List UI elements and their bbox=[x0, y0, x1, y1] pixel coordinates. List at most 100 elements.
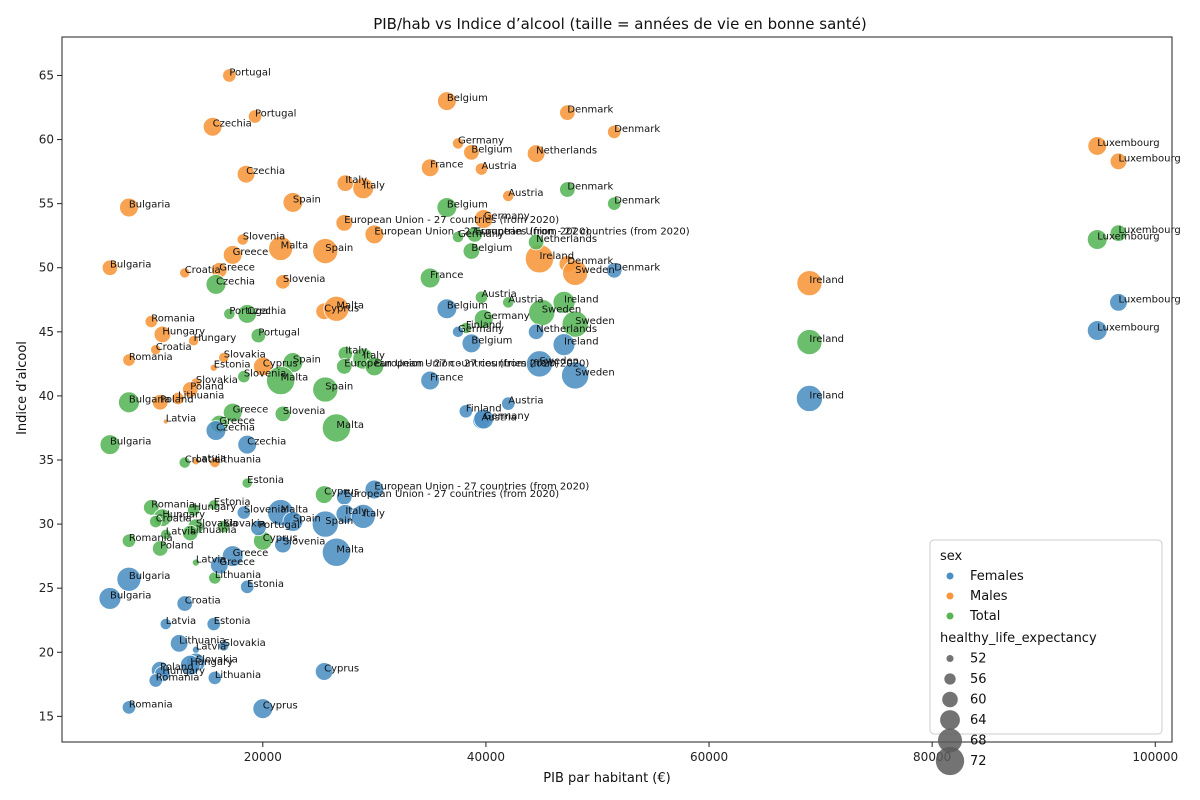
point-label: Denmark bbox=[614, 262, 660, 273]
point-label: Austria bbox=[481, 289, 516, 300]
data-point bbox=[237, 434, 257, 455]
point-label: Lithuania bbox=[190, 525, 236, 536]
data-point bbox=[222, 245, 243, 265]
point-label: Hungary bbox=[162, 510, 205, 521]
point-label: Slovakia bbox=[196, 655, 238, 666]
point-label: Estonia bbox=[214, 497, 251, 508]
point-label: Greece bbox=[233, 548, 269, 559]
data-point bbox=[1109, 224, 1128, 242]
data-point bbox=[461, 333, 482, 354]
data-point bbox=[419, 267, 441, 289]
point-label: Slovakia bbox=[224, 349, 266, 360]
point-label: Portugal bbox=[258, 328, 299, 339]
data-point bbox=[528, 299, 556, 327]
point-label: Estonia bbox=[247, 579, 284, 590]
chart-title: PIB/hab vs Indice d’alcool (taille = ann… bbox=[373, 15, 867, 33]
point-label: Portugal bbox=[258, 520, 299, 531]
data-point bbox=[151, 540, 169, 557]
point-label: Hungary bbox=[190, 657, 233, 668]
data-point bbox=[268, 236, 294, 261]
point-label: Greece bbox=[233, 247, 269, 258]
data-point bbox=[182, 524, 199, 542]
point-label: Belgium bbox=[471, 335, 512, 346]
legend-entry-label: Females bbox=[970, 569, 1024, 584]
point-label: Denmark bbox=[614, 124, 660, 135]
data-point bbox=[552, 290, 576, 314]
point-label: Cyprus bbox=[324, 303, 359, 314]
data-point bbox=[474, 162, 489, 176]
point-label: Luxembourg bbox=[1097, 138, 1159, 149]
legend-entry-label: Males bbox=[970, 589, 1008, 604]
data-point bbox=[473, 309, 494, 329]
data-point bbox=[437, 91, 457, 111]
point-label: Hungary bbox=[194, 333, 237, 344]
point-label: Belgium bbox=[447, 93, 488, 104]
point-label: Lithuania bbox=[215, 670, 261, 681]
data-point bbox=[607, 124, 622, 139]
data-point bbox=[121, 533, 137, 548]
data-point bbox=[218, 640, 230, 652]
point-label: European Union - 27 countries (from 2020… bbox=[344, 489, 559, 500]
point-label: European Union - 27 countries (from 2020… bbox=[374, 481, 589, 492]
point-label: Latvia bbox=[196, 642, 226, 653]
point-label: Italy bbox=[363, 508, 385, 519]
point-label: European Union - 27 countries (from 2020… bbox=[374, 226, 589, 237]
point-label: Denmark bbox=[614, 196, 660, 207]
data-point bbox=[1109, 152, 1128, 171]
data-point bbox=[436, 197, 458, 218]
point-label: France bbox=[430, 160, 463, 171]
data-point bbox=[1086, 229, 1108, 250]
point-label: Cyprus bbox=[263, 358, 298, 369]
data-point bbox=[559, 104, 576, 121]
point-label: Luxembourg bbox=[1118, 153, 1180, 164]
data-point bbox=[321, 537, 351, 567]
data-point bbox=[237, 370, 251, 384]
x-tick-label: 40000 bbox=[467, 750, 505, 764]
legend-size-label: 52 bbox=[970, 652, 987, 667]
data-point bbox=[250, 519, 267, 537]
data-point bbox=[143, 499, 160, 516]
y-tick-label: 30 bbox=[39, 517, 54, 531]
point-label: European Union - 27 countries (from 2020… bbox=[475, 226, 690, 237]
data-point bbox=[176, 595, 193, 612]
x-axis: 20000 40000 60000 80000 100000 bbox=[244, 742, 1178, 764]
data-point bbox=[1087, 136, 1108, 156]
y-tick-label: 15 bbox=[39, 709, 54, 723]
point-label: Hungary bbox=[162, 326, 205, 337]
y-tick-label: 35 bbox=[39, 453, 54, 467]
data-point bbox=[1086, 320, 1108, 341]
point-label: Italy bbox=[345, 175, 367, 186]
point-label: Slovakia bbox=[224, 519, 266, 530]
data-point bbox=[451, 230, 465, 244]
data-point bbox=[160, 528, 172, 540]
x-axis-label: PIB par habitant (€) bbox=[543, 771, 670, 786]
point-label: France bbox=[430, 270, 463, 281]
point-label: Germany bbox=[458, 229, 504, 240]
data-point bbox=[253, 356, 273, 377]
point-label: Estonia bbox=[214, 360, 251, 371]
data-point bbox=[474, 290, 489, 304]
point-label: Germany bbox=[458, 135, 504, 146]
point-label: Germany bbox=[484, 211, 530, 222]
data-point bbox=[282, 192, 304, 213]
point-label: Slovenia bbox=[244, 505, 287, 516]
point-label: France bbox=[430, 373, 463, 384]
point-label: Ireland bbox=[809, 275, 844, 286]
data-point bbox=[350, 503, 376, 529]
data-point bbox=[171, 391, 185, 406]
legend-marker bbox=[946, 592, 954, 600]
data-point bbox=[466, 226, 483, 243]
point-label: Austria bbox=[508, 188, 543, 199]
point-label: Cyprus bbox=[324, 487, 359, 498]
point-label: Romania bbox=[151, 499, 195, 510]
point-label: Slovakia bbox=[196, 519, 238, 530]
legend-hue-title: sex bbox=[940, 549, 963, 564]
data-point bbox=[606, 262, 623, 279]
data-point bbox=[116, 566, 142, 592]
point-label: Sweden bbox=[575, 316, 615, 327]
point-label: Spain bbox=[293, 194, 321, 205]
point-label: Austria bbox=[481, 161, 516, 172]
data-point bbox=[218, 351, 230, 364]
data-point bbox=[99, 434, 121, 455]
point-label: Bulgaria bbox=[110, 260, 151, 271]
